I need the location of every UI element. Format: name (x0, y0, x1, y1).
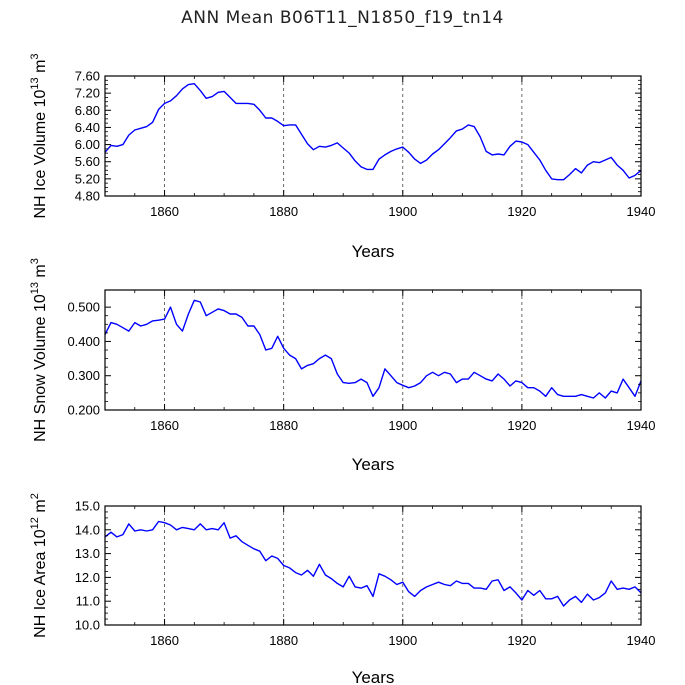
y-tick-label: 0.300 (67, 368, 100, 383)
page-title: ANN Mean B06T11_N1850_f19_tn14 (181, 8, 504, 28)
x-tick-label: 1940 (627, 633, 656, 648)
y-tick-label: 6.40 (75, 120, 100, 135)
y-tick-label: 14.0 (75, 522, 100, 537)
x-tick-label: 1860 (150, 204, 179, 219)
data-line (104, 299, 642, 399)
y-tick-label: 4.80 (75, 189, 100, 204)
y-tick-label: 0.200 (67, 403, 100, 418)
x-axis-label: Years (352, 455, 395, 474)
y-tick-label: 0.500 (67, 300, 100, 315)
x-tick-label: 1900 (388, 204, 417, 219)
y-tick-label: 12.0 (75, 570, 100, 585)
y-tick-label: 7.60 (75, 69, 100, 84)
chart-panel-2: 1860 1880 1900 1920 1940 0.200 0.300 0.400 0.500… (29, 258, 655, 474)
x-tick-label: 1860 (150, 418, 179, 433)
x-tick-label: 1900 (388, 633, 417, 648)
chart-panel-3: 1860 1880 1900 1920 1940 10.0 11.0 12.0 13.0 14.0… (29, 493, 655, 685)
plot-frame (104, 289, 642, 411)
plot-frame (104, 505, 642, 626)
y-tick-label: 5.20 (75, 171, 100, 186)
y-tick-label: 7.20 (75, 86, 100, 101)
x-tick-label: 1920 (507, 633, 536, 648)
y-tick-label: 5.60 (75, 154, 100, 169)
data-line (104, 520, 642, 607)
y-tick-label: 6.00 (75, 137, 100, 152)
x-tick-label: 1920 (507, 204, 536, 219)
y-axis-label: NH Ice Area 1012 m2 (29, 493, 49, 638)
x-tick-label: 1880 (269, 204, 298, 219)
y-tick-label: 11.0 (76, 594, 100, 609)
y-tick-label: 15.0 (75, 499, 100, 514)
y-tick-label: 0.400 (67, 334, 100, 349)
x-tick-label: 1900 (388, 418, 417, 433)
y-axis-label: NH Ice Volume 1013 m3 (29, 53, 49, 218)
data-line (104, 82, 642, 181)
x-tick-label: 1920 (507, 418, 536, 433)
x-axis-label: Years (352, 242, 395, 261)
x-tick-label: 1860 (150, 633, 179, 648)
y-tick-label: 13.0 (75, 546, 100, 561)
x-tick-label: 1940 (627, 418, 656, 433)
x-tick-label: 1880 (269, 633, 298, 648)
plot-frame (104, 75, 642, 197)
x-tick-label: 1880 (269, 418, 298, 433)
y-axis-label: NH Snow Volume 1013 m3 (29, 258, 49, 442)
y-tick-label: 10.0 (75, 618, 100, 633)
x-axis-label: Years (352, 668, 395, 685)
x-tick-label: 1940 (627, 204, 656, 219)
y-tick-label: 6.80 (75, 103, 100, 118)
chart-panel-1: 1860 1880 1900 1920 1940 4.80 5.20 5.60 6.00 6.40… (29, 53, 655, 261)
